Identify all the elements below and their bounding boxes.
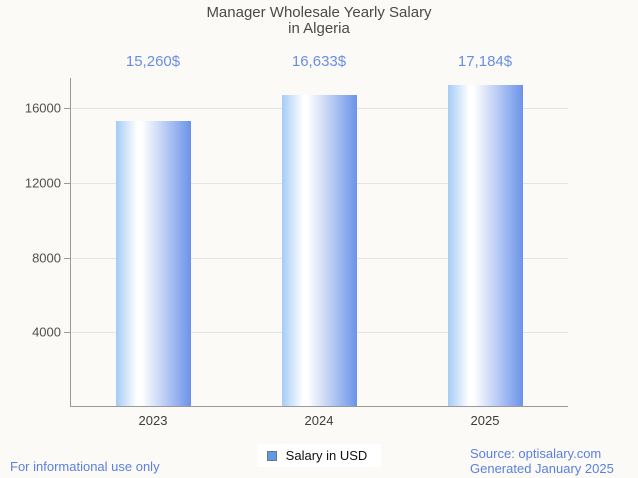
bar-2025[interactable] [447,85,523,406]
x-axis-label: 2025 [470,413,500,428]
disclaimer-text: For informational use only [10,459,160,474]
chart-title-line2: in Algeria [288,20,350,37]
bar-slot [402,85,568,406]
bar-value-labels-row: 15,260$ 16,633$ 17,184$ [70,53,568,70]
bar-value-label: 16,633$ [291,53,347,70]
y-tick-label: 16000 [24,100,61,116]
source-block: Source: optisalary.com Generated January… [470,446,614,476]
y-tick-label: 12000 [24,175,61,191]
bar-2023[interactable] [116,121,192,406]
legend-swatch-icon [266,450,277,461]
y-tick-label: 4000 [32,324,61,340]
legend-row: Salary in USD [0,444,638,467]
legend-label: Salary in USD [285,448,368,463]
y-tick-mark [64,257,70,259]
plot-area: 4000 8000 12000 16000 [25,78,568,407]
chart-title-line1: Manager Wholesale Yearly Salary [206,4,432,21]
y-tick-mark [64,182,70,184]
chart-title: Manager Wholesale Yearly Salary in Alger… [0,5,638,37]
bar-2024[interactable] [282,95,357,406]
legend: Salary in USD [256,444,382,467]
bar-value-label: 15,260$ [125,53,181,70]
bar-slot [237,95,403,406]
generated-text: Generated January 2025 [470,461,614,476]
bar-value-label: 17,184$ [457,53,513,70]
y-tick-label: 8000 [32,250,61,266]
bars-row [71,78,568,406]
y-tick-mark [64,332,70,334]
bar-slot [71,121,237,406]
source-text: Source: optisalary.com [470,446,602,461]
y-tick-mark [64,108,70,110]
x-axis-label: 2023 [138,413,168,428]
x-axis-labels-row: 2023 2024 2025 [70,413,568,428]
x-axis-label: 2024 [304,413,334,428]
